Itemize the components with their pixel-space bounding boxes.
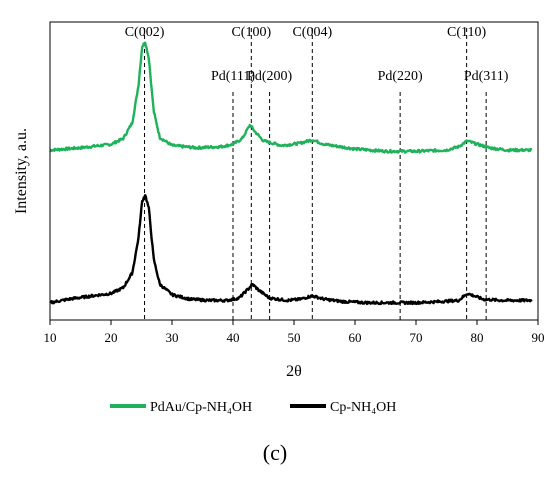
reference-lines: C(002) C(100) C(004) C(110) Pd(111)Pd(200) Pd… bbox=[125, 25, 509, 320]
x-axis: 10 20 30 40 50 60 70 80 90 bbox=[44, 320, 545, 345]
series-layer bbox=[49, 41, 533, 306]
x-tick-label: 50 bbox=[288, 330, 301, 345]
legend-label: PdAu/Cp-NH₄OH bbox=[150, 400, 252, 415]
panel-label: (c) bbox=[262, 440, 288, 465]
reference-label: Pd(111) bbox=[211, 69, 255, 84]
plot-area-frame bbox=[49, 21, 539, 321]
series-line bbox=[49, 194, 533, 306]
x-tick-label: 30 bbox=[166, 330, 179, 345]
series-line bbox=[49, 41, 533, 154]
x-axis-label: 2θ bbox=[286, 363, 302, 380]
x-tick-label: 90 bbox=[532, 330, 545, 345]
x-tick-label: 60 bbox=[349, 330, 362, 345]
y-axis-label: Intensity, a.u. bbox=[13, 128, 30, 214]
x-tick-label: 70 bbox=[410, 330, 423, 345]
x-tick-label: 80 bbox=[471, 330, 484, 345]
reference-label: Pd(200) bbox=[247, 69, 292, 84]
xrd-chart: C(002) C(100) C(004) C(110) Pd(111)Pd(200) Pd… bbox=[13, 21, 545, 415]
reference-label: C(110) bbox=[447, 25, 486, 40]
legend-label: Cp-NH₄OH bbox=[330, 400, 396, 415]
reference-label: C(100) bbox=[231, 25, 271, 40]
x-tick-label: 20 bbox=[105, 330, 118, 345]
reference-label: Pd(311) bbox=[464, 69, 509, 84]
x-tick-label: 10 bbox=[44, 330, 57, 345]
reference-label: Pd(220) bbox=[378, 69, 423, 84]
reference-label: C(004) bbox=[292, 25, 332, 40]
x-tick-label: 40 bbox=[227, 330, 240, 345]
legend: PdAu/Cp-NH₄OH Cp-NH₄OH bbox=[110, 400, 396, 415]
reference-label: C(002) bbox=[125, 25, 165, 40]
